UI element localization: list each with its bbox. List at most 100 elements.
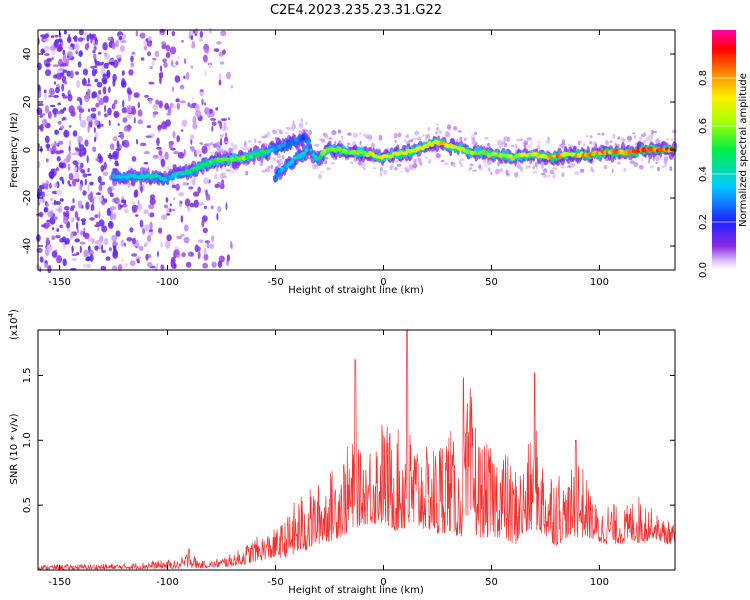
noise-point [363,167,366,171]
noise-point [216,213,219,221]
noise-point [507,136,510,142]
noise-point [80,230,84,236]
noise-point [447,132,451,138]
noise-point [73,35,78,43]
noise-point [484,137,489,140]
noise-point [62,236,66,243]
snr-frame [37,329,676,571]
noise-point [61,179,65,185]
spectrogram-ridge-layer [111,130,678,187]
ridge-core-point [232,158,238,162]
noise-point [106,54,110,59]
noise-point [620,137,625,141]
ridge-core-point [275,173,281,177]
noise-point [143,209,149,214]
noise-point [483,162,489,165]
noise-point [655,155,660,162]
noise-point [450,161,454,166]
noise-point [67,163,71,172]
noise-point [651,129,654,135]
noise-point [213,143,218,148]
noise-point [68,145,71,153]
noise-point [552,167,558,170]
noise-point [334,140,337,145]
noise-point [40,145,43,153]
noise-point [109,59,115,62]
noise-point [168,208,172,213]
noise-point [464,137,467,142]
noise-point [166,234,172,242]
noise-point [152,154,159,159]
noise-point [192,191,200,197]
y-tick-label: -40 [22,238,33,254]
noise-point [75,151,79,156]
noise-point [515,138,520,142]
noise-point [82,68,89,76]
noise-point [45,203,50,207]
noise-point [185,71,190,81]
noise-point [201,145,208,154]
noise-point [59,149,64,154]
noise-point [284,131,289,135]
noise-point [195,103,200,113]
noise-point [617,136,621,140]
noise-point [181,119,188,128]
noise-point [612,133,616,139]
noise-point [105,256,111,261]
noise-point [59,224,63,229]
noise-point [58,162,64,169]
noise-point [427,158,432,165]
noise-point [214,175,218,180]
noise-point [135,205,139,209]
noise-point [100,181,106,186]
noise-point [199,142,203,145]
noise-point [54,81,57,85]
noise-point [642,139,647,144]
noise-point [55,200,61,205]
noise-point [149,212,155,218]
noise-point [83,151,86,156]
noise-point [154,50,160,58]
noise-point [173,151,179,155]
noise-point [245,170,249,176]
noise-point [314,143,320,147]
noise-point [499,168,504,173]
noise-point [272,130,278,134]
noise-point [346,142,351,146]
noise-point [56,255,63,264]
noise-point [670,137,674,141]
noise-point [51,145,57,154]
noise-point [220,118,228,122]
x-tick-label: -100 [156,577,179,588]
noise-point [79,241,86,245]
noise-point [444,131,448,135]
noise-point [80,218,87,222]
x-tick-label: 0 [380,277,386,288]
noise-point [180,40,185,43]
noise-point [478,164,482,169]
noise-point [172,131,176,139]
noise-point [341,139,344,145]
noise-point [149,40,153,43]
noise-point [54,129,59,135]
noise-point [55,167,59,172]
y-tick-label: 0.5 [22,497,33,513]
noise-point [567,165,572,168]
noise-point [220,30,227,37]
noise-point [51,57,54,60]
noise-point [452,162,456,168]
noise-point [487,142,490,147]
noise-point [101,123,104,127]
noise-point [78,50,83,57]
noise-point [65,238,70,245]
noise-point [597,133,601,135]
noise-point [350,161,354,165]
noise-point [474,131,477,135]
noise-point [87,167,90,173]
noise-point [321,138,326,144]
noise-point [203,102,207,106]
noise-point [76,135,83,143]
noise-point [211,261,217,268]
noise-point [72,130,78,137]
noise-point [505,169,509,176]
